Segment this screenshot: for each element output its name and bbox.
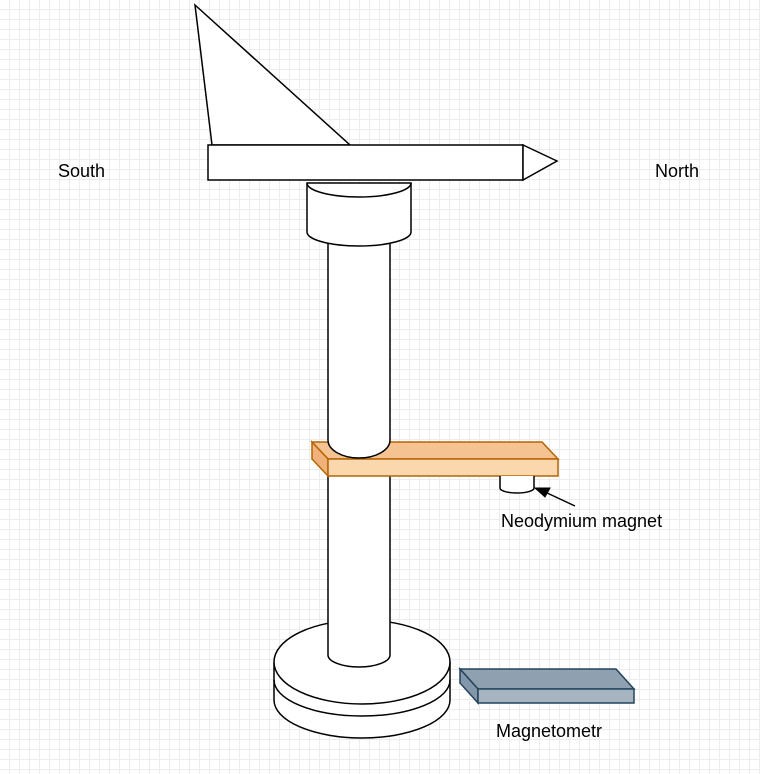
magnetometer-block[interactable] — [458, 667, 636, 705]
lower-shaft[interactable] — [327, 469, 391, 668]
upper-shaft[interactable] — [327, 229, 391, 459]
magnet-pointer-arrow — [533, 487, 576, 507]
vane-fin[interactable] — [194, 3, 352, 146]
vane-beam[interactable] — [207, 144, 524, 181]
magnet-arm[interactable] — [310, 440, 560, 478]
neodymium-magnet[interactable] — [499, 476, 535, 494]
south-label: South — [58, 161, 105, 181]
hub-cylinder[interactable] — [306, 182, 412, 247]
north-label: North — [655, 161, 699, 181]
vane-arrow-tip[interactable] — [522, 143, 559, 182]
neodymium-magnet-label: Neodymium magnet — [501, 511, 662, 531]
magnetometer-label: Magnetometr — [496, 721, 602, 741]
